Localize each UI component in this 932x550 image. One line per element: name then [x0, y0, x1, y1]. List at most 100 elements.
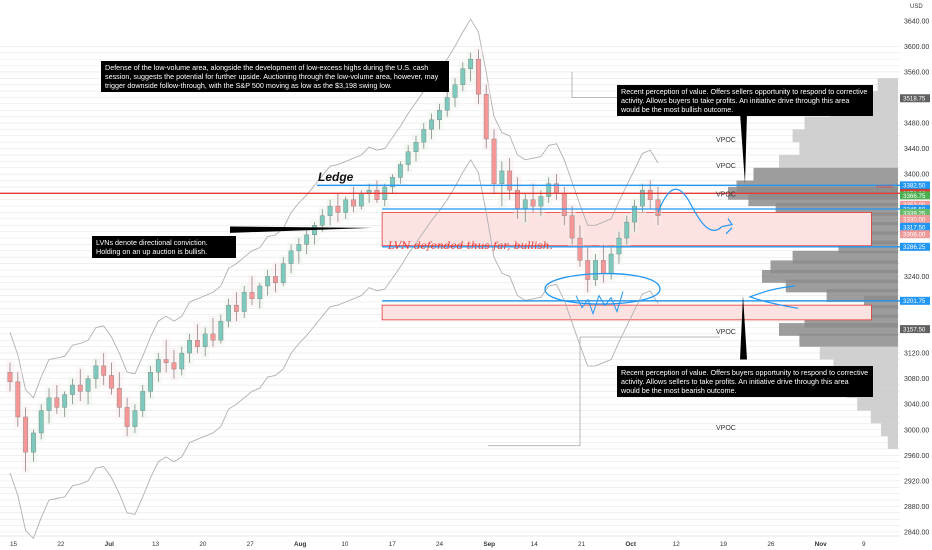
candle-shade — [162, 338, 171, 375]
price-tick-label: 3640.00 — [904, 18, 929, 25]
candle-body — [296, 244, 302, 252]
candle-shade — [599, 242, 608, 285]
candle-body — [444, 97, 450, 111]
candle-shade — [279, 255, 288, 288]
price-tick-label: 3040.00 — [904, 402, 929, 409]
candle-shade — [560, 184, 569, 228]
candle-shade — [29, 427, 38, 464]
candle-body — [210, 333, 216, 341]
candle-shade — [419, 121, 428, 151]
price-tick-label: 2920.00 — [904, 478, 929, 485]
candle-body — [140, 391, 146, 411]
candle-shade — [435, 101, 444, 132]
price-tick-label: 3600.00 — [904, 44, 929, 51]
volume-profile-bar — [804, 116, 898, 130]
volume-profile-bar — [881, 423, 898, 437]
candle-shade — [544, 175, 553, 205]
price-badge — [900, 296, 930, 305]
candle-shade — [240, 283, 249, 320]
support-circle — [544, 272, 661, 305]
price-tick-label: 2960.00 — [904, 453, 929, 460]
candle-shade — [21, 405, 30, 474]
projection-arrowhead — [721, 218, 733, 235]
vpoc-label: VPOC — [716, 192, 736, 199]
price-tick-label: 3000.00 — [904, 427, 929, 434]
candle-shade — [255, 280, 264, 311]
time-tick-label: 27 — [247, 541, 255, 548]
candle-shade — [529, 181, 538, 215]
candle-shade — [45, 386, 54, 426]
candle-body — [218, 320, 224, 341]
price-badge — [900, 208, 930, 217]
candle-body — [343, 199, 349, 213]
candle-body — [351, 199, 356, 207]
lvn-defended-label: LVN defended thus far, bullish. — [388, 240, 553, 252]
candle-body — [390, 177, 395, 188]
lvn-zone — [381, 304, 872, 321]
vpoc-label: VPOC — [716, 329, 736, 336]
annotation-top-right: Recent perception of value. Offers selle… — [617, 85, 873, 116]
candle-shade — [513, 175, 522, 221]
time-tick-label: 24 — [436, 541, 444, 548]
price-badge-label: 3339.25 — [903, 210, 926, 217]
candle-body — [257, 285, 263, 299]
candle-shade — [357, 188, 366, 212]
volume-profile-bar — [753, 167, 898, 181]
volume-profile-bar — [877, 78, 898, 92]
vpoc-label: VPOC — [716, 163, 736, 170]
price-tick-label: 2880.00 — [904, 504, 929, 511]
candle-body — [265, 276, 271, 287]
candle-shade — [404, 143, 413, 173]
candle-shade — [130, 402, 139, 435]
vpoc-label: VPOC — [716, 137, 736, 144]
candle-shade — [154, 351, 163, 384]
axes: VPOCVPOCVPOCVPOCVPOCVPOCHVNode3640.00360… — [0, 18, 929, 548]
price-tick-label: 3560.00 — [904, 69, 929, 76]
time-tick-label: 22 — [57, 541, 65, 548]
price-badges: 3518.753382.503370.753370.003366.753352.… — [900, 94, 930, 334]
price-badge — [900, 181, 930, 190]
candle-body — [335, 205, 341, 213]
candle-body — [194, 340, 200, 347]
candle-shade — [451, 76, 460, 110]
candle-shade — [310, 220, 319, 247]
price-badge — [900, 230, 930, 239]
candle-shade — [583, 245, 592, 295]
candle-body — [538, 196, 544, 207]
candle-shade — [287, 242, 296, 276]
candle-body — [460, 68, 466, 85]
candle-shade — [224, 296, 233, 330]
candle-shade — [521, 191, 530, 225]
candle-shade — [591, 252, 600, 288]
candle-body — [38, 410, 44, 434]
price-badge-label: 3306.00 — [903, 232, 926, 239]
candle-body — [499, 170, 505, 184]
candle-shade — [138, 383, 147, 419]
candle-shade — [372, 178, 381, 205]
time-tick-label: 14 — [531, 541, 539, 548]
candle-body — [312, 225, 317, 236]
candle-body — [327, 205, 333, 216]
candle-shade — [193, 322, 202, 356]
candle-shade — [443, 89, 452, 119]
price-tick-label: 3440.00 — [904, 146, 929, 153]
price-badge-label: 3518.75 — [903, 96, 926, 103]
candle-shade — [427, 111, 436, 141]
candle-body — [7, 372, 13, 383]
candle-body — [405, 151, 411, 165]
price-tick-label: 3080.00 — [904, 376, 929, 383]
price-badge-label: 3317.50 — [903, 224, 926, 231]
candle-body — [187, 340, 192, 354]
candle-shade — [294, 236, 303, 266]
volume-profile-bar — [792, 129, 898, 143]
time-tick-label: 15 — [10, 541, 18, 548]
candle-body — [632, 205, 637, 223]
candle-body — [452, 84, 458, 98]
annotation-top-left: Defense of the low-volume area, alongsid… — [101, 61, 449, 92]
candle-shade — [115, 370, 124, 419]
candle-shade — [232, 290, 241, 324]
candle-shade — [263, 268, 272, 298]
candle-shade — [91, 357, 100, 391]
candle-body — [54, 397, 60, 408]
time-tick-label: Oct — [625, 541, 637, 548]
